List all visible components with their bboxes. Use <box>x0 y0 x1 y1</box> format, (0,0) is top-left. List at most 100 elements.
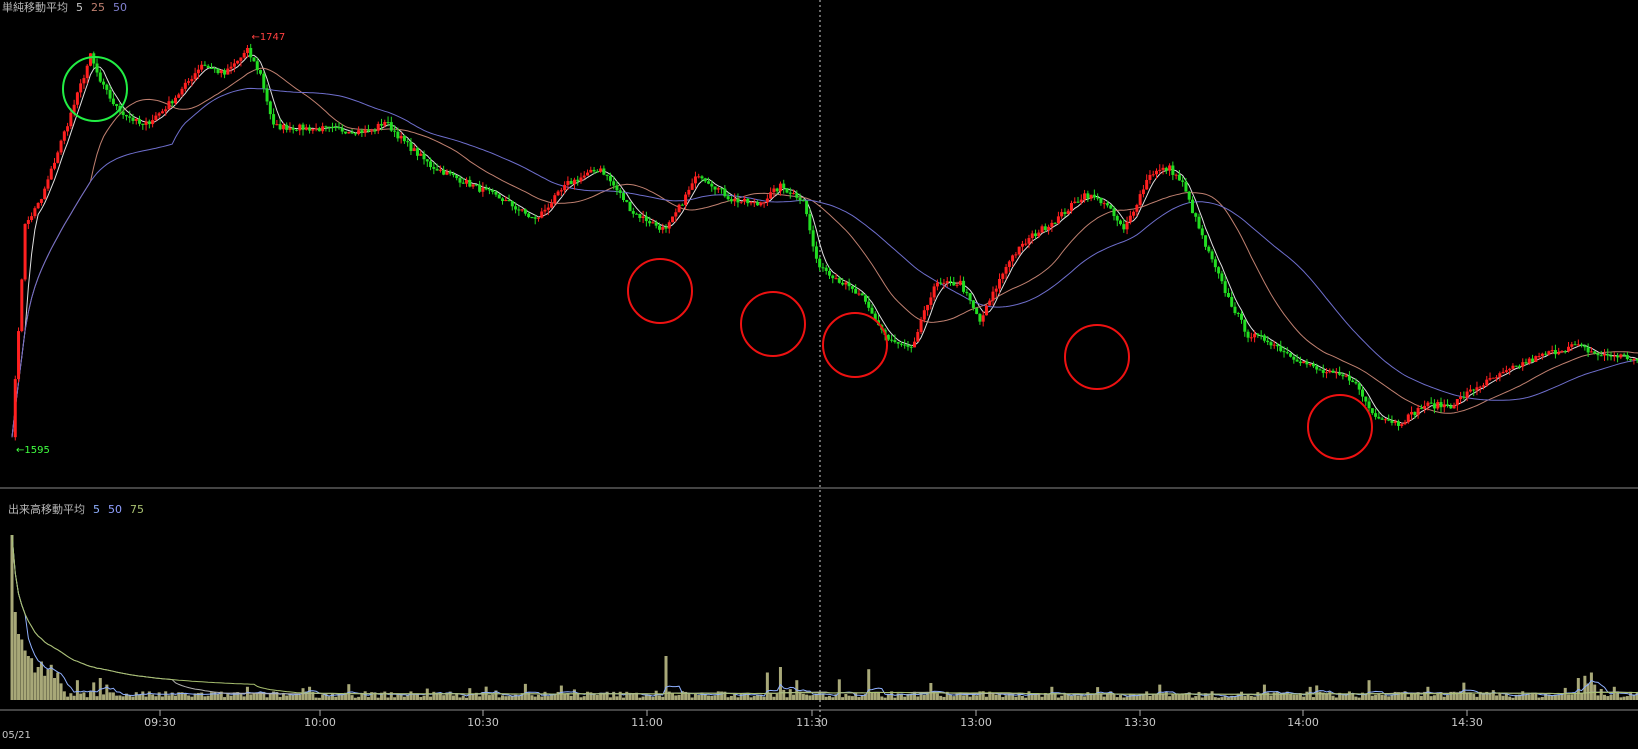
volume-bar <box>1083 696 1086 700</box>
candle <box>383 122 386 126</box>
candle <box>1482 385 1485 386</box>
volume-bar <box>1070 696 1073 700</box>
candle <box>1319 369 1322 370</box>
volume-bar <box>63 691 66 700</box>
candle <box>776 188 779 191</box>
candle <box>1283 351 1286 352</box>
x-tick-label: 13:00 <box>960 716 992 729</box>
candle <box>586 173 589 176</box>
candle <box>1041 226 1044 232</box>
candle <box>1168 165 1171 170</box>
volume-bar <box>609 697 612 700</box>
candle <box>279 124 282 129</box>
candle <box>648 221 651 223</box>
volume-bar <box>985 697 988 700</box>
candle <box>99 72 102 81</box>
volume-bar <box>190 697 193 700</box>
candle <box>331 127 334 128</box>
candle <box>210 68 213 69</box>
volume-bar <box>871 692 874 700</box>
volume-bar <box>1489 694 1492 700</box>
candle <box>691 183 694 190</box>
date-label: 05/21 <box>2 730 31 741</box>
volume-bar <box>1165 692 1168 700</box>
candle <box>344 132 347 134</box>
candle <box>1018 247 1021 255</box>
candle <box>772 188 775 192</box>
candle <box>400 136 403 138</box>
volume-bar <box>50 665 53 700</box>
volume-bar <box>243 696 246 700</box>
volume-bar <box>1292 695 1295 700</box>
candle <box>151 120 154 124</box>
candle <box>1430 403 1433 404</box>
candle <box>14 379 17 437</box>
volume-bar <box>135 692 138 700</box>
volume-ma-line <box>12 535 1638 697</box>
x-tick-label: 10:00 <box>304 716 336 729</box>
candle <box>812 230 815 246</box>
volume-bar <box>802 694 805 700</box>
candle <box>164 109 167 111</box>
volume-bar <box>151 695 154 700</box>
candle <box>978 314 981 322</box>
candle <box>1469 390 1472 392</box>
candle <box>570 181 573 184</box>
candle <box>1063 212 1066 214</box>
candle <box>835 278 838 279</box>
candle <box>1243 320 1246 332</box>
volume-bar <box>217 694 220 700</box>
volume-bar <box>53 678 56 700</box>
candle <box>1289 353 1292 356</box>
candle <box>1299 362 1302 364</box>
volume-bar <box>1430 696 1433 700</box>
candle <box>1462 397 1465 398</box>
volume-bar <box>1175 694 1178 700</box>
volume-bar <box>128 695 131 700</box>
candle <box>1489 378 1492 380</box>
candle <box>1590 351 1593 352</box>
candle <box>1312 364 1315 366</box>
candle <box>452 174 455 175</box>
candle <box>351 132 354 133</box>
candle <box>678 205 681 213</box>
volume-bar <box>14 612 17 700</box>
candle <box>256 61 259 70</box>
volume-bar <box>867 669 870 700</box>
volume-bar <box>1596 695 1599 700</box>
volume-bar <box>17 634 20 700</box>
volume-bar <box>131 697 134 700</box>
candle <box>292 128 295 130</box>
candle <box>125 115 128 116</box>
volume-bar <box>808 695 811 700</box>
candle <box>956 285 959 286</box>
candle <box>1619 354 1622 357</box>
candle <box>171 101 174 103</box>
candle <box>60 141 63 153</box>
candle <box>615 185 618 190</box>
volume-bar <box>230 696 233 700</box>
candle <box>903 345 906 346</box>
candle <box>341 128 344 131</box>
volume-bar <box>1001 697 1004 700</box>
volume-bar <box>1341 695 1344 700</box>
candle <box>635 214 638 215</box>
volume-bar <box>1253 697 1256 700</box>
volume-bar <box>167 695 170 700</box>
candle <box>1145 180 1148 189</box>
candle <box>86 66 89 78</box>
candle <box>148 121 151 124</box>
volume-bar <box>1505 694 1508 700</box>
candle <box>478 185 481 192</box>
volume-bar <box>1551 696 1554 700</box>
volume-bar <box>1492 690 1495 700</box>
volume-bar <box>118 695 121 700</box>
candle <box>360 130 363 133</box>
candle <box>1198 217 1201 229</box>
candle <box>1495 377 1498 378</box>
candle <box>795 193 798 198</box>
candle <box>1077 202 1080 203</box>
